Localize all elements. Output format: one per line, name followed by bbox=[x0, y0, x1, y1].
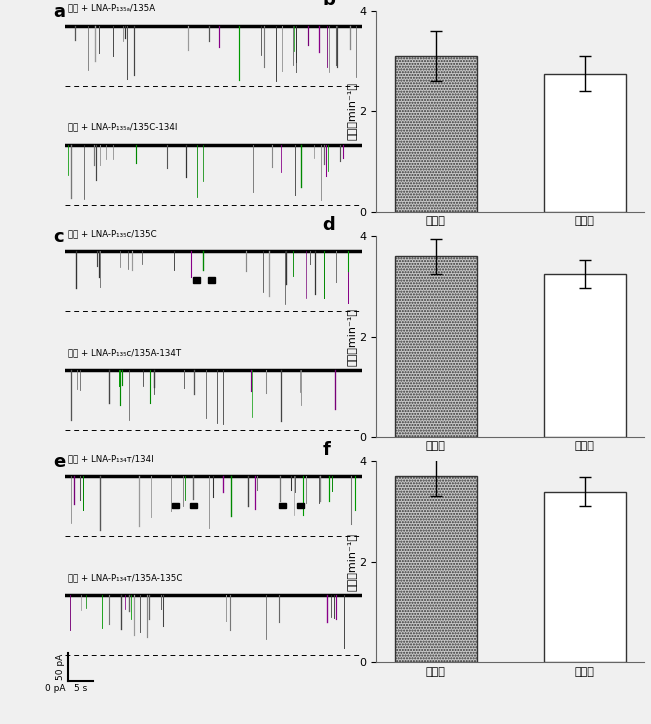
Text: e: e bbox=[53, 453, 66, 471]
Text: a: a bbox=[53, 3, 65, 21]
Text: 血清 + LNA-P₁₃₅ᴄ/135C: 血清 + LNA-P₁₃₅ᴄ/135C bbox=[68, 229, 157, 238]
Text: b: b bbox=[322, 0, 335, 9]
Text: 50 pA: 50 pA bbox=[56, 654, 65, 680]
Bar bbox=[544, 74, 626, 212]
Bar bbox=[297, 502, 304, 508]
Y-axis label: 频率（min⁻¹）: 频率（min⁻¹） bbox=[346, 533, 356, 591]
Bar bbox=[208, 277, 215, 283]
Text: 血清 + LNA-P₁₃₅ₐ/135A: 血清 + LNA-P₁₃₅ₐ/135A bbox=[68, 4, 155, 12]
Text: 5 s: 5 s bbox=[74, 684, 87, 693]
Bar bbox=[544, 274, 626, 437]
Bar bbox=[189, 502, 197, 508]
Bar bbox=[172, 502, 180, 508]
Text: 血清 + LNA-P₁₃₄ᴛ/135A-135C: 血清 + LNA-P₁₃₄ᴛ/135A-135C bbox=[68, 573, 182, 582]
Bar bbox=[279, 502, 286, 508]
Text: f: f bbox=[322, 441, 330, 459]
Y-axis label: 频率（min⁻¹）: 频率（min⁻¹） bbox=[346, 308, 356, 366]
Text: 血清 + LNA-P₁₃₅ᴄ/135A-134T: 血清 + LNA-P₁₃₅ᴄ/135A-134T bbox=[68, 348, 181, 357]
Text: c: c bbox=[53, 228, 64, 246]
Bar bbox=[544, 492, 626, 662]
Bar bbox=[395, 56, 477, 212]
Text: d: d bbox=[322, 216, 335, 234]
Bar bbox=[395, 476, 477, 662]
Text: 血清 + LNA-P₁₃₅ₐ/135C-134I: 血清 + LNA-P₁₃₅ₐ/135C-134I bbox=[68, 122, 178, 132]
Y-axis label: 频率（min⁻¹）: 频率（min⁻¹） bbox=[346, 83, 356, 140]
Bar bbox=[193, 277, 200, 283]
Bar bbox=[395, 256, 477, 437]
Text: 血清 + LNA-P₁₃₄ᴛ/134I: 血清 + LNA-P₁₃₄ᴛ/134I bbox=[68, 454, 154, 463]
Text: 0 pA: 0 pA bbox=[45, 684, 65, 693]
